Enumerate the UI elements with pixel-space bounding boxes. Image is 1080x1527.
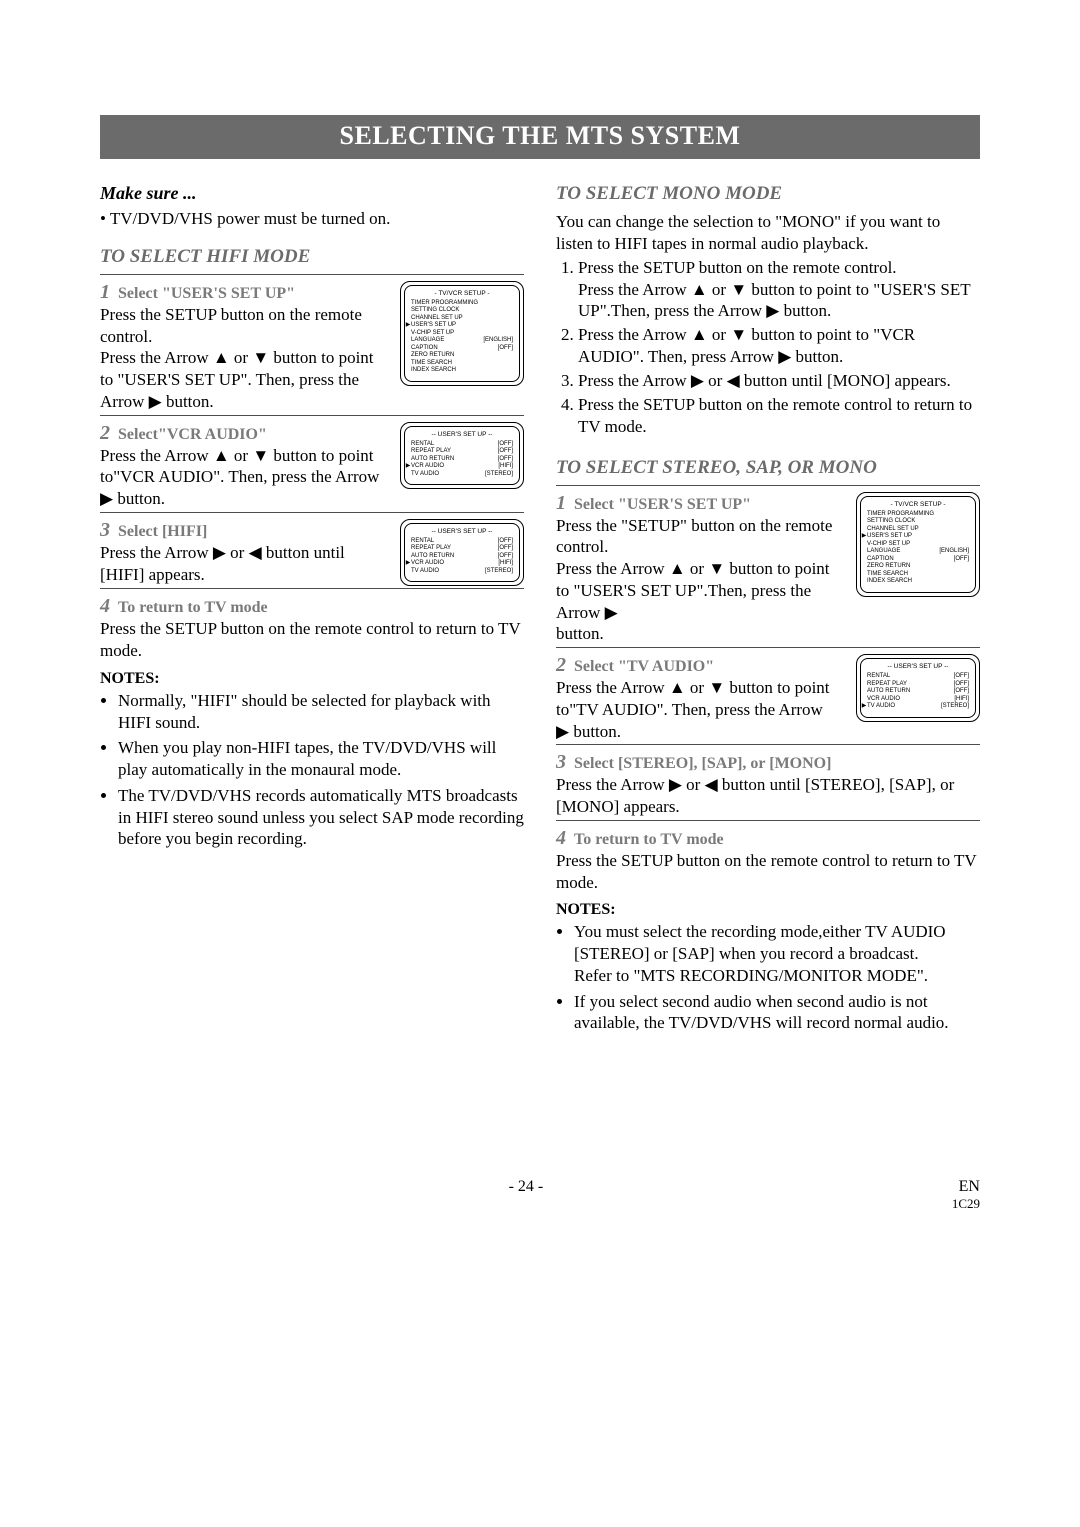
divider [556, 647, 980, 648]
stereo-section-title: TO SELECT STEREO, SAP, OR MONO [556, 457, 980, 479]
step-body: Press the SETUP button on the remote con… [556, 850, 980, 894]
divider [556, 820, 980, 821]
step-number: 2 [100, 422, 110, 444]
stereo-step3: 3 Select [STEREO], [SAP], or [MONO] Pres… [556, 751, 980, 818]
step-body: Press the Arrow ▲ or ▼ button to point t… [556, 558, 840, 623]
step-heading: Select "USER'S SET UP" [574, 496, 751, 513]
divider [100, 512, 524, 513]
stereo-step2: 2 Select "TV AUDIO" Press the Arrow ▲ or… [556, 654, 980, 742]
step-number: 1 [100, 281, 110, 303]
mono-substep: Press the Arrow ▲ or ▼ button to point t… [578, 279, 980, 323]
step-number: 4 [100, 595, 110, 617]
hifi-step2: 2 Select"VCR AUDIO" Press the Arrow ▲ or… [100, 422, 524, 510]
osd-user-setup-vcr-hifi: -- USER'S SET UP --RENTAL[OFF]REPEAT PLA… [400, 519, 524, 587]
step-heading: Select"VCR AUDIO" [118, 426, 267, 443]
step-heading: Select "TV AUDIO" [574, 658, 714, 675]
hifi-step3: 3 Select [HIFI] Press the Arrow ▶ or ◀ b… [100, 519, 524, 587]
divider [100, 415, 524, 416]
page-title-bar: SELECTING THE MTS SYSTEM [100, 115, 980, 159]
mono-step: Press the Arrow ▲ or ▼ button to point t… [578, 324, 980, 368]
footer-code: 1C29 [952, 1196, 980, 1212]
page-number: - 24 - [509, 1178, 544, 1212]
step-body: Press the SETUP button on the remote con… [100, 618, 524, 662]
stereo-step4: 4 To return to TV mode Press the SETUP b… [556, 827, 980, 894]
columns: Make sure ... • TV/DVD/VHS power must be… [100, 183, 980, 1038]
mono-step: Press the SETUP button on the remote con… [578, 394, 980, 438]
page: SELECTING THE MTS SYSTEM Make sure ... •… [0, 0, 1080, 1272]
step-number: 3 [556, 751, 566, 773]
step-number: 3 [100, 519, 110, 541]
stereo-notes-list: You must select the recording mode,eithe… [556, 921, 980, 1034]
step-body: Press the Arrow ▲ or ▼ button to point t… [100, 347, 384, 412]
note-item: Normally, "HIFI" should be selected for … [118, 690, 524, 734]
osd-user-setup-tv: -- USER'S SET UP --RENTAL[OFF]REPEAT PLA… [856, 654, 980, 722]
step-heading: Select [STEREO], [SAP], or [MONO] [574, 755, 831, 772]
note-item: The TV/DVD/VHS records automatically MTS… [118, 785, 524, 850]
note-item: If you select second audio when second a… [574, 991, 980, 1035]
right-column: TO SELECT MONO MODE You can change the s… [556, 183, 980, 1038]
osd-tv-setup: - TV/VCR SETUP -TIMER PROGRAMMINGSETTING… [856, 492, 980, 597]
divider [100, 588, 524, 589]
step-body: Press the Arrow ▲ or ▼ button to point t… [100, 445, 384, 510]
step-body: Press the Arrow ▶ or ◀ button until [STE… [556, 774, 980, 818]
divider [556, 744, 980, 745]
note-item: When you play non-HIFI tapes, the TV/DVD… [118, 737, 524, 781]
mono-intro: You can change the selection to "MONO" i… [556, 211, 980, 255]
footer: - 24 - EN 1C29 [100, 1178, 980, 1212]
notes-heading: NOTES: [556, 901, 980, 919]
hifi-section-title: TO SELECT HIFI MODE [100, 246, 524, 268]
notes-heading: NOTES: [100, 670, 524, 688]
note-item: You must select the recording mode,eithe… [574, 921, 980, 986]
left-column: Make sure ... • TV/DVD/VHS power must be… [100, 183, 524, 1038]
step-heading: Select [HIFI] [118, 523, 207, 540]
hifi-step1: 1 Select "USER'S SET UP" Press the SETUP… [100, 281, 524, 413]
step-body: button. [556, 623, 840, 645]
divider [556, 485, 980, 486]
hifi-notes-list: Normally, "HIFI" should be selected for … [100, 690, 524, 850]
step-body: Press the Arrow ▶ or ◀ button until [HIF… [100, 542, 384, 586]
mono-section-title: TO SELECT MONO MODE [556, 183, 980, 205]
footer-lang: EN [959, 1178, 980, 1195]
step-body: Press the "SETUP" button on the remote c… [556, 515, 840, 559]
step-heading: Select "USER'S SET UP" [118, 285, 295, 302]
make-sure-heading: Make sure ... [100, 183, 524, 204]
osd-tv-setup: - TV/VCR SETUP -TIMER PROGRAMMINGSETTING… [400, 281, 524, 386]
mono-step: Press the SETUP button on the remote con… [578, 257, 980, 323]
mono-steps: Press the SETUP button on the remote con… [556, 257, 980, 439]
mono-step-text: Press the SETUP button on the remote con… [578, 258, 897, 277]
step-number: 4 [556, 827, 566, 849]
step-heading: To return to TV mode [574, 831, 724, 848]
mono-step: Press the Arrow ▶ or ◀ button until [MON… [578, 370, 980, 392]
step-heading: To return to TV mode [118, 599, 268, 616]
step-body: Press the SETUP button on the remote con… [100, 304, 384, 348]
stereo-step1: 1 Select "USER'S SET UP" Press the "SETU… [556, 492, 980, 646]
make-sure-bullet: • TV/DVD/VHS power must be turned on. [100, 208, 524, 230]
divider [100, 274, 524, 275]
step-number: 2 [556, 654, 566, 676]
osd-user-setup-vcr: -- USER'S SET UP --RENTAL[OFF]REPEAT PLA… [400, 422, 524, 490]
hifi-step4: 4 To return to TV mode Press the SETUP b… [100, 595, 524, 662]
step-number: 1 [556, 492, 566, 514]
step-body: Press the Arrow ▲ or ▼ button to point t… [556, 677, 840, 742]
